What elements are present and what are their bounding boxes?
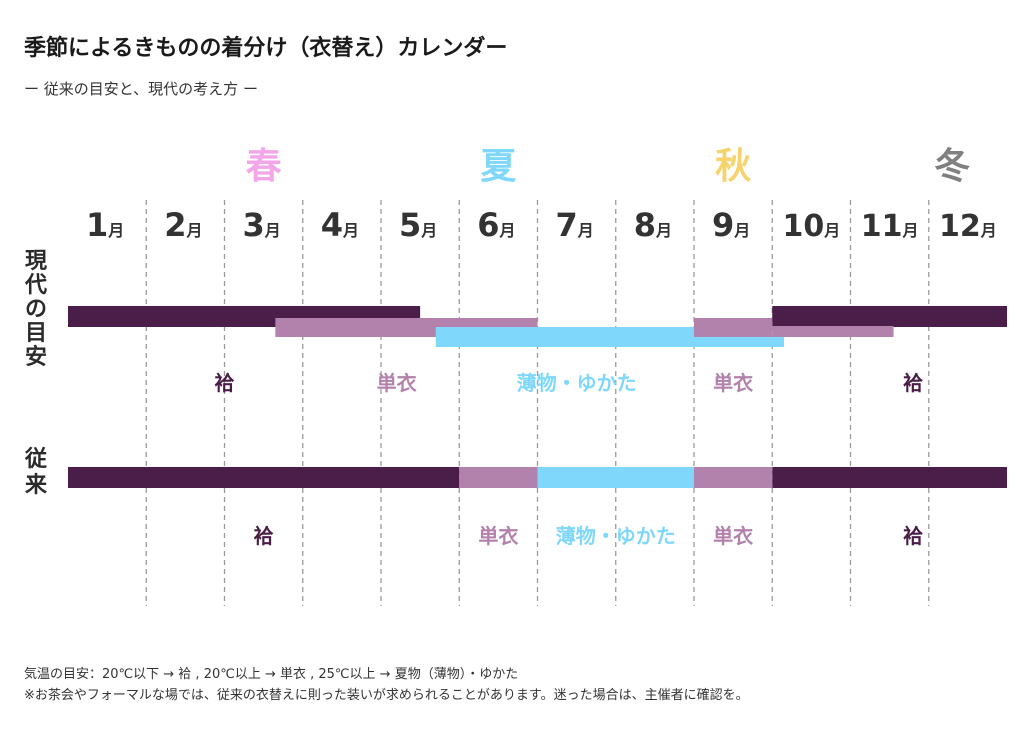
month-label: 2月 [164,206,202,244]
row-title-char: の [25,297,47,322]
row-title-char: 来 [24,473,48,498]
month-label: 1月 [86,206,124,244]
season-label: 秋 [715,146,751,187]
season-bar-薄物・ゆかた [694,337,784,347]
row-title-char: 従 [24,446,47,472]
bar-label: 袷 [903,371,923,395]
month-label: 11月 [861,209,919,244]
month-label: 10月 [782,209,840,244]
page-subtitle: ー 従来の目安と、現代の考え方 ー [24,80,258,98]
bar-label: 単衣 [713,371,753,395]
month-label: 9月 [712,206,750,244]
season-bar-袷 [772,467,1007,488]
month-label: 6月 [477,206,515,244]
month-label: 3月 [242,206,280,244]
season-label: 冬 [934,146,970,187]
temperature-guide-note: 気温の目安：20℃以下 → 袷 , 20℃以上 → 単衣 , 25℃以上 → 夏… [24,667,519,682]
row-title-char: 現 [25,249,47,274]
season-bar-薄物・ゆかた [537,467,694,488]
page-title: 季節によるきものの着分け（衣替え）カレンダー [24,36,508,61]
month-label: 4月 [321,206,359,244]
season-bar-単衣 [772,326,894,337]
row-title-char: 代 [24,273,47,298]
season-bar-単衣 [459,467,538,488]
row-title-char: 安 [25,344,47,370]
bar-label: 単衣 [713,524,753,548]
season-bar-袷 [68,467,460,488]
bar-label: 薄物・ゆかた [517,371,637,395]
footer-notes: 気温の目安：20℃以下 → 袷 , 20℃以上 → 単衣 , 25℃以上 → 夏… [24,664,749,706]
season-bar-袷 [772,306,1007,327]
season-bar-薄物・ゆかた [435,327,694,347]
bar-label: 袷 [903,524,923,548]
month-label: 5月 [399,206,437,244]
month-label: 7月 [555,206,593,244]
month-label: 12月 [939,209,997,244]
bar-label: 単衣 [377,371,417,395]
formal-occasion-note: ※お茶会やフォーマルな場では、従来の衣替えに則った装いが求められることがあります… [24,688,749,703]
month-label: 8月 [634,206,672,244]
season-bar-単衣 [694,467,773,488]
bar-label: 袷 [215,371,235,395]
season-label: 夏 [480,146,517,187]
bar-label: 薄物・ゆかた [556,524,676,548]
bar-label: 単衣 [478,524,518,548]
bar-label: 袷 [254,524,274,548]
season-label: 春 [246,146,282,187]
row-title-char: 目 [25,321,47,346]
season-bar-単衣 [694,318,773,337]
